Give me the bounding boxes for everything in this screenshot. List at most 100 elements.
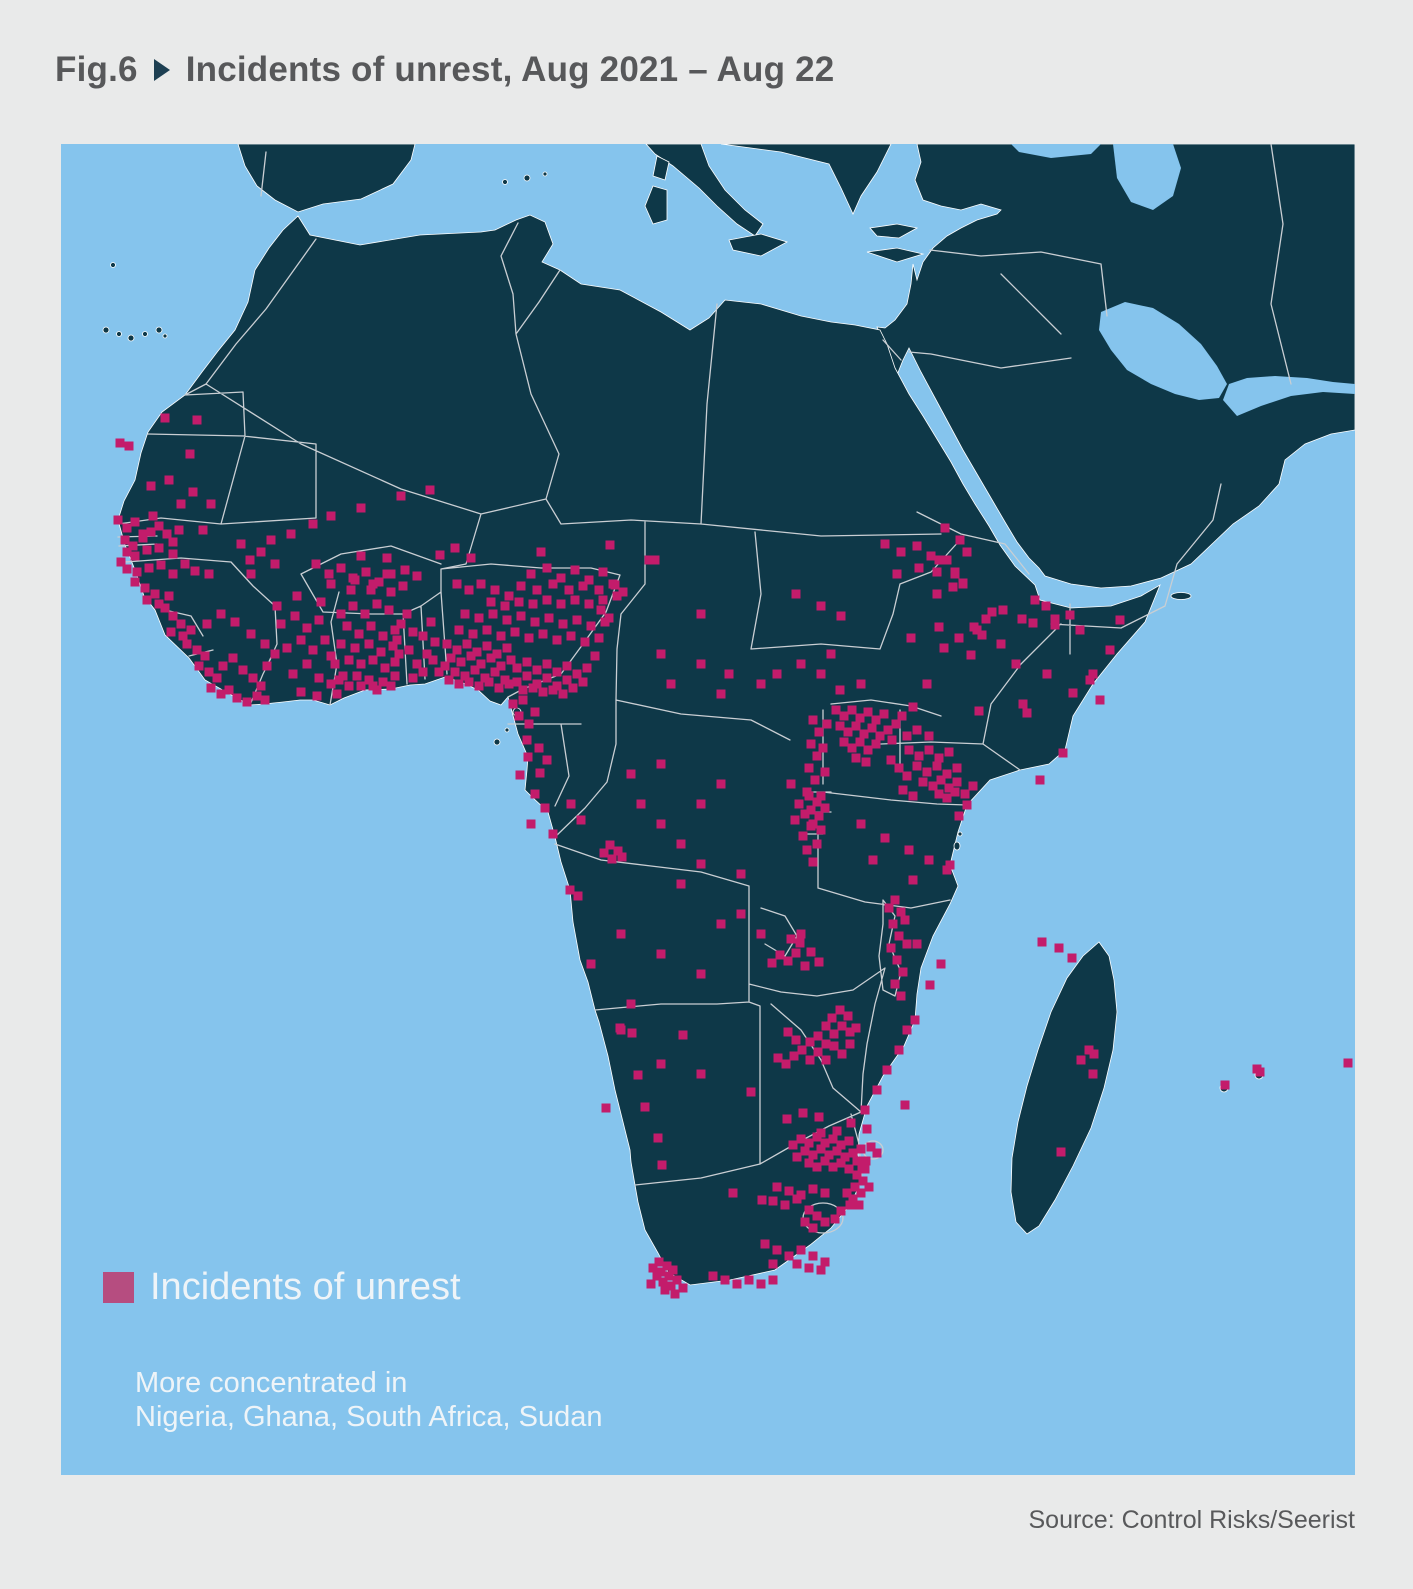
incident-dot bbox=[154, 599, 164, 609]
incident-dot bbox=[804, 1263, 814, 1273]
incident-dot bbox=[860, 1164, 870, 1174]
incident-dot bbox=[282, 643, 292, 653]
incident-dot bbox=[987, 607, 997, 617]
madagascar-island bbox=[1010, 941, 1118, 1235]
incident-dot bbox=[336, 563, 346, 573]
incident-dot bbox=[767, 958, 777, 968]
incident-dot bbox=[808, 1223, 818, 1233]
incident-dot bbox=[618, 587, 628, 597]
incident-dot bbox=[364, 639, 374, 649]
incident-dot bbox=[1088, 1069, 1098, 1079]
incident-dot bbox=[336, 639, 346, 649]
incident-dot bbox=[404, 645, 414, 655]
incident-dot bbox=[138, 533, 148, 543]
incident-dot bbox=[392, 635, 402, 645]
incident-dot bbox=[906, 633, 916, 643]
incident-dot bbox=[462, 639, 472, 649]
incident-dot bbox=[998, 605, 1008, 615]
incident-dot bbox=[302, 659, 312, 669]
incident-dot bbox=[772, 1182, 782, 1192]
incident-dot bbox=[816, 601, 826, 611]
incident-dot bbox=[266, 535, 276, 545]
incident-dot bbox=[934, 555, 944, 565]
incident-dot bbox=[516, 581, 526, 591]
incident-dot bbox=[908, 702, 918, 712]
incident-dot bbox=[216, 609, 226, 619]
incident-dot bbox=[863, 745, 873, 755]
incident-dot bbox=[532, 665, 542, 675]
incident-dot bbox=[256, 681, 266, 691]
incident-dot bbox=[534, 743, 544, 753]
incident-dot bbox=[800, 809, 810, 819]
incident-dot bbox=[113, 515, 123, 525]
incident-dot bbox=[936, 959, 946, 969]
incident-dot bbox=[435, 550, 445, 560]
incident-dot bbox=[882, 1065, 892, 1075]
incident-dot bbox=[670, 1289, 680, 1299]
figure-label: Fig.6 bbox=[55, 50, 138, 89]
incident-dot bbox=[162, 529, 172, 539]
incident-dot bbox=[977, 630, 987, 640]
incident-dot bbox=[364, 675, 374, 685]
incident-dot bbox=[958, 578, 968, 588]
incident-dot bbox=[1037, 937, 1047, 947]
incident-dot bbox=[832, 1146, 842, 1156]
incident-dot bbox=[216, 689, 226, 699]
incident-dot bbox=[500, 601, 510, 611]
incident-dot bbox=[696, 609, 706, 619]
incident-dot bbox=[308, 645, 318, 655]
incident-dot bbox=[1095, 695, 1105, 705]
incident-dot bbox=[896, 991, 906, 1001]
incident-dot bbox=[832, 1126, 842, 1136]
incident-dot bbox=[835, 685, 845, 695]
incident-dot bbox=[1042, 669, 1052, 679]
incident-dot bbox=[176, 619, 186, 629]
incident-dot bbox=[256, 547, 266, 557]
incident-dot bbox=[708, 1271, 718, 1281]
incident-dot bbox=[813, 1047, 823, 1057]
incident-dot bbox=[352, 671, 362, 681]
incident-dot bbox=[376, 647, 386, 657]
incident-dot bbox=[460, 609, 470, 619]
incident-dot bbox=[816, 669, 826, 679]
incident-dot bbox=[945, 860, 955, 870]
incident-dot bbox=[900, 915, 910, 925]
incident-dot bbox=[428, 655, 438, 665]
incident-dot bbox=[390, 625, 400, 635]
incident-dot bbox=[566, 799, 576, 809]
incident-dot bbox=[1085, 675, 1095, 685]
incident-dot bbox=[955, 535, 965, 545]
incident-dot bbox=[962, 800, 972, 810]
incident-dot bbox=[646, 1279, 656, 1289]
incident-dot bbox=[472, 647, 482, 657]
incident-dot bbox=[924, 731, 934, 741]
incident-dot bbox=[566, 631, 576, 641]
incident-dot bbox=[672, 1275, 682, 1285]
incident-dot bbox=[805, 1055, 815, 1065]
incident-dot bbox=[218, 661, 228, 671]
incident-dot bbox=[789, 1051, 799, 1061]
incident-dot bbox=[594, 633, 604, 643]
incident-dot bbox=[914, 751, 924, 761]
arrow-right-icon bbox=[153, 59, 170, 81]
incident-dot bbox=[185, 449, 195, 459]
incident-dot bbox=[804, 1138, 814, 1148]
incident-dot bbox=[724, 669, 734, 679]
incident-dot bbox=[798, 831, 808, 841]
incident-dot bbox=[178, 631, 188, 641]
incident-dot bbox=[696, 799, 706, 809]
incident-dot bbox=[775, 950, 785, 960]
incident-dot bbox=[879, 709, 889, 719]
incident-dot bbox=[192, 645, 202, 655]
incident-dot bbox=[1035, 775, 1045, 785]
incident-dot bbox=[904, 845, 914, 855]
incident-dot bbox=[128, 541, 138, 551]
incident-dot bbox=[806, 947, 816, 957]
incident-dot bbox=[154, 521, 164, 531]
incident-dot bbox=[188, 487, 198, 497]
incident-dot bbox=[228, 653, 238, 663]
incident-dot bbox=[660, 1285, 670, 1295]
incident-dot bbox=[902, 939, 912, 949]
incident-dot bbox=[859, 729, 869, 739]
incident-dot bbox=[450, 543, 460, 553]
